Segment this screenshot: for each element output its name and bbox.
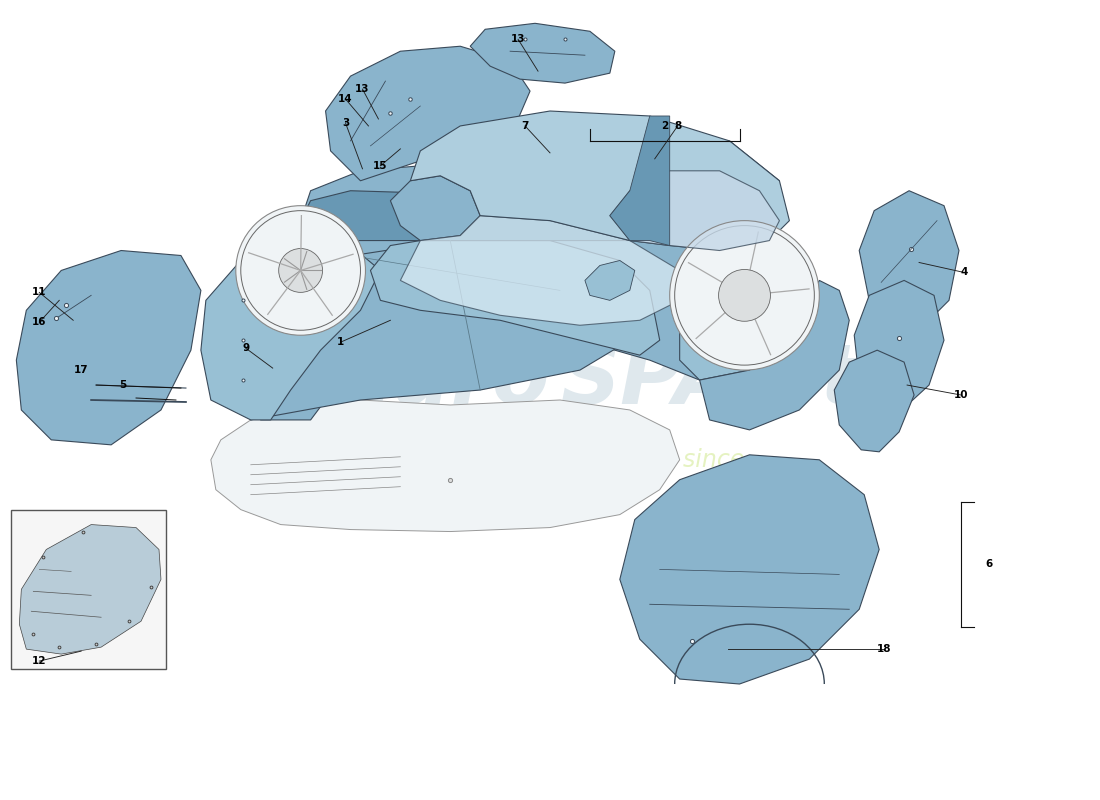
Text: 8: 8 [674, 121, 681, 131]
Text: 14: 14 [338, 94, 353, 104]
Polygon shape [16, 250, 201, 445]
Polygon shape [371, 241, 660, 355]
Circle shape [235, 206, 365, 335]
Circle shape [670, 221, 820, 370]
Text: 4: 4 [960, 267, 968, 278]
Polygon shape [400, 216, 680, 326]
Text: 11: 11 [32, 287, 46, 298]
Text: 15: 15 [373, 161, 387, 171]
Text: 13: 13 [355, 84, 370, 94]
Text: 17: 17 [74, 365, 88, 375]
Polygon shape [390, 176, 481, 241]
Text: 9: 9 [242, 343, 250, 353]
Circle shape [241, 210, 361, 330]
Polygon shape [201, 241, 381, 420]
Polygon shape [206, 241, 650, 420]
Polygon shape [609, 116, 670, 246]
Text: 16: 16 [32, 318, 46, 327]
Polygon shape [680, 141, 810, 380]
Polygon shape [300, 161, 810, 380]
Polygon shape [326, 46, 530, 181]
Text: 18: 18 [877, 644, 891, 654]
Polygon shape [221, 250, 351, 420]
Polygon shape [855, 281, 944, 408]
Polygon shape [609, 170, 780, 250]
Polygon shape [20, 525, 161, 654]
Text: 3: 3 [342, 118, 349, 128]
Text: 13: 13 [510, 34, 526, 44]
Text: rts: rts [780, 339, 910, 421]
Polygon shape [470, 23, 615, 83]
Polygon shape [700, 281, 849, 430]
Text: a passion for parts since: a passion for parts since [455, 448, 745, 472]
Text: 7: 7 [521, 121, 529, 131]
Text: 6: 6 [986, 559, 992, 570]
Polygon shape [619, 455, 879, 684]
Polygon shape [834, 350, 914, 452]
Polygon shape [585, 261, 635, 300]
Text: SPA: SPA [561, 339, 739, 421]
Text: 2: 2 [661, 121, 669, 131]
Text: euro: euro [336, 339, 550, 421]
Text: 1: 1 [337, 338, 344, 347]
Polygon shape [410, 111, 790, 250]
Polygon shape [859, 190, 959, 326]
Text: 5: 5 [120, 380, 127, 390]
Text: 1985: 1985 [659, 492, 780, 537]
Polygon shape [211, 400, 680, 531]
Circle shape [278, 249, 322, 292]
Text: 10: 10 [954, 390, 968, 400]
FancyBboxPatch shape [11, 510, 166, 669]
Text: 12: 12 [32, 656, 46, 666]
Circle shape [674, 226, 814, 365]
Polygon shape [300, 190, 700, 241]
Circle shape [718, 270, 770, 322]
